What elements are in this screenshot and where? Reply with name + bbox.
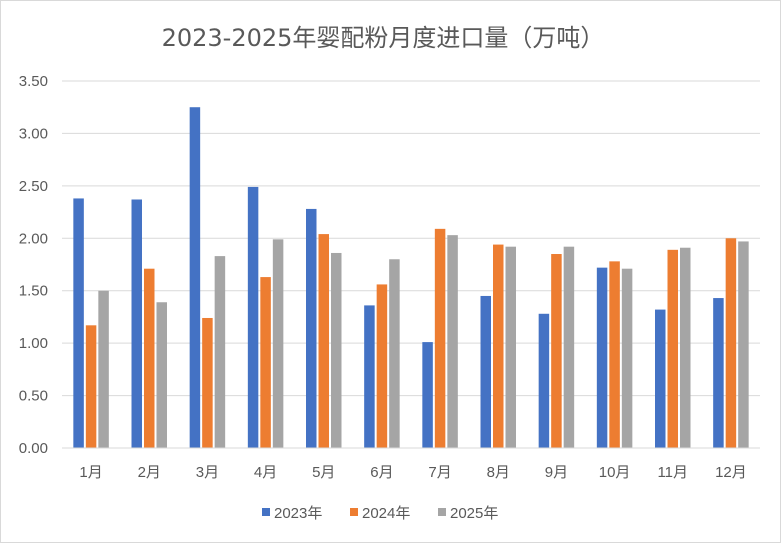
y-tick-label: 3.00	[19, 125, 48, 142]
x-tick-label: 3月	[196, 464, 219, 481]
y-axis-ticks: 0.00 0.50 1.00 1.50 2.00 2.50 3.00 3.50	[19, 73, 48, 457]
legend-label: 2025年	[450, 505, 498, 522]
bar-2023年-2月	[131, 199, 142, 448]
x-tick-label: 11月	[657, 464, 688, 481]
x-tick-label: 12月	[715, 464, 747, 481]
bar-2024年-7月	[434, 228, 446, 448]
bar-2024年-12月	[725, 238, 737, 448]
bar-2023年-10月	[596, 267, 608, 448]
bar-2024年-5月	[318, 234, 329, 448]
y-tick-label: 0.00	[19, 440, 48, 457]
y-tick-label: 2.00	[19, 230, 48, 247]
bar-2023年-6月	[364, 305, 375, 448]
bar-2025年-4月	[272, 239, 284, 448]
bar-2025年-7月	[447, 235, 458, 448]
chart-title: 2023-2025年婴配粉月度进口量（万吨）	[162, 24, 605, 52]
y-tick-label: 1.00	[19, 335, 48, 352]
gridlines	[62, 80, 760, 397]
bar-2023年-7月	[422, 342, 433, 448]
legend-label: 2023年	[274, 505, 322, 522]
x-tick-label: 6月	[370, 464, 393, 481]
bar-2023年-8月	[480, 295, 491, 448]
bar-2025年-8月	[505, 246, 516, 448]
bar-2024年-9月	[551, 254, 562, 448]
bar-2025年-5月	[331, 252, 342, 448]
x-axis-ticks: 1月 2月 3月 4月 5月 6月 7月 8月 9月 10月 11月 12月	[79, 464, 746, 481]
legend-swatch	[350, 508, 358, 516]
bar-2025年-9月	[563, 246, 575, 448]
bar-2025年-3月	[214, 256, 226, 448]
bar-2024年-6月	[376, 284, 388, 448]
legend: 2023年 2024年 2025年	[262, 505, 498, 522]
legend-swatch	[262, 508, 270, 516]
bar-2025年-6月	[389, 259, 400, 448]
bar-2024年-1月	[85, 325, 97, 448]
x-tick-label: 8月	[487, 464, 510, 481]
y-tick-label: 3.50	[19, 73, 48, 90]
bar-2025年-1月	[98, 290, 109, 448]
bar-2023年-9月	[538, 313, 550, 448]
bar-2023年-1月	[73, 198, 84, 448]
bar-2023年-4月	[247, 186, 259, 449]
x-tick-label: 5月	[312, 464, 335, 481]
legend-label: 2024年	[362, 505, 410, 522]
x-tick-label: 10月	[599, 464, 631, 481]
legend-swatch	[438, 508, 446, 516]
bar-2024年-3月	[202, 317, 213, 448]
bar-2024年-8月	[493, 244, 504, 448]
y-tick-label: 2.50	[19, 178, 48, 195]
x-tick-label: 4月	[254, 464, 277, 481]
y-tick-label: 0.50	[19, 388, 48, 405]
bar-2025年-10月	[621, 268, 633, 448]
bars	[73, 107, 749, 449]
bar-2024年-2月	[144, 268, 155, 448]
bar-2024年-4月	[260, 277, 271, 448]
x-tick-label: 9月	[545, 464, 568, 481]
bar-2024年-11月	[667, 249, 678, 448]
bar-2023年-5月	[306, 208, 317, 448]
y-tick-label: 1.50	[19, 283, 48, 300]
bar-2023年-12月	[713, 298, 724, 448]
bar-2025年-11月	[680, 247, 691, 448]
x-tick-label: 2月	[138, 464, 161, 481]
bar-2023年-3月	[189, 107, 201, 448]
x-tick-label: 1月	[79, 464, 102, 481]
bar-2023年-11月	[655, 309, 666, 448]
bar-2025年-12月	[738, 241, 749, 448]
bar-2025年-2月	[156, 302, 167, 448]
x-tick-label: 7月	[428, 464, 451, 481]
bar-2024年-10月	[609, 261, 620, 448]
